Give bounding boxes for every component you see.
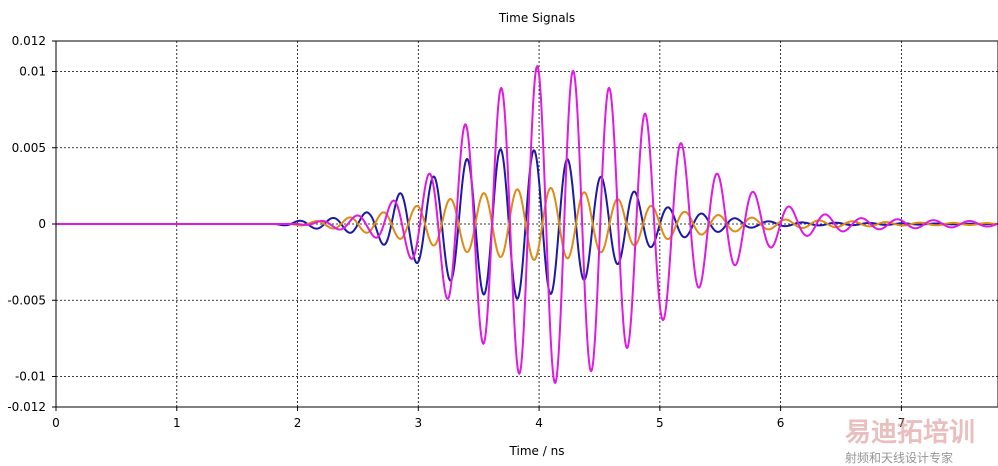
y-tick-label: 0.012 [12, 34, 46, 48]
y-tick-label: 0.01 [19, 65, 46, 79]
y-tick-label: 0 [38, 217, 46, 231]
x-tick-label: 0 [52, 416, 60, 430]
watermark-tagline: 射频和天线设计专家 [845, 450, 953, 465]
y-tick-label: -0.005 [7, 293, 46, 307]
x-tick-label: 5 [656, 416, 664, 430]
y-ticks: 0.012 0.01 0.005 0 -0.005 -0.01 -0.012 [7, 34, 56, 414]
series-layer [56, 64, 998, 384]
chart-title: Time Signals [498, 11, 575, 25]
watermark-brand: 易迪拓培训 [845, 418, 975, 448]
y-tick-label: -0.01 [15, 370, 46, 384]
y-tick-label: -0.012 [7, 400, 46, 414]
y-tick-label: 0.005 [12, 141, 46, 155]
x-tick-label: 4 [535, 416, 543, 430]
x-tick-label: 6 [777, 416, 785, 430]
series-line-2 [56, 64, 998, 384]
x-axis-label: Time / ns [509, 444, 565, 458]
x-tick-label: 2 [294, 416, 302, 430]
x-tick-label: 3 [414, 416, 422, 430]
x-ticks: 0 1 2 3 4 5 6 7 [52, 407, 905, 430]
x-tick-label: 1 [173, 416, 181, 430]
x-tick-label: 7 [898, 416, 906, 430]
